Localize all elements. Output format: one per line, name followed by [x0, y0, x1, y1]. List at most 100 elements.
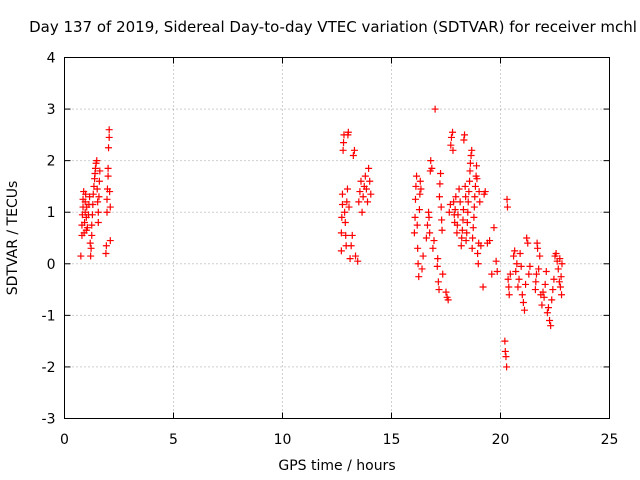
data-point — [418, 265, 426, 273]
data-point — [435, 286, 443, 294]
data-point — [469, 234, 477, 242]
data-point — [438, 226, 446, 234]
data-point — [458, 234, 466, 242]
data-point — [106, 237, 114, 245]
data-point — [513, 260, 521, 268]
data-point — [338, 190, 346, 198]
data-point — [544, 304, 552, 312]
data-point — [506, 270, 514, 278]
data-point — [473, 175, 481, 183]
data-point — [415, 206, 423, 214]
data-point — [359, 193, 367, 201]
data-point — [414, 260, 422, 268]
data-point — [510, 252, 518, 260]
data-point — [412, 182, 420, 190]
data-point — [462, 193, 470, 201]
data-point — [337, 247, 345, 255]
data-point — [434, 255, 442, 263]
data-point — [526, 262, 534, 270]
data-point — [504, 275, 512, 283]
data-point — [550, 275, 558, 283]
data-point — [86, 239, 94, 247]
data-point — [106, 188, 114, 196]
data-point — [104, 172, 112, 180]
data-point — [357, 177, 365, 185]
data-point — [81, 219, 89, 227]
data-point — [426, 229, 434, 237]
data-point — [349, 151, 357, 159]
data-point — [470, 213, 478, 221]
data-point — [459, 216, 467, 224]
data-point — [104, 164, 112, 172]
y-tick-label: 3 — [47, 102, 56, 118]
axis-ticks — [64, 57, 610, 419]
data-point — [453, 229, 461, 237]
data-point — [459, 206, 467, 214]
data-point — [361, 172, 369, 180]
data-point — [352, 252, 360, 260]
data-point — [88, 211, 96, 219]
data-point — [505, 291, 513, 299]
data-point — [88, 231, 96, 239]
data-point — [461, 182, 469, 190]
data-point — [425, 213, 433, 221]
data-point — [417, 185, 425, 193]
data-point — [430, 237, 438, 245]
data-point — [450, 198, 458, 206]
data-point — [502, 353, 510, 361]
data-point — [555, 278, 563, 286]
data-point — [465, 188, 473, 196]
data-point — [476, 198, 484, 206]
data-point — [444, 296, 452, 304]
data-point — [83, 224, 91, 232]
data-point — [492, 257, 500, 265]
data-point — [473, 162, 481, 170]
data-point — [490, 224, 498, 232]
data-point — [434, 278, 442, 286]
data-point — [461, 131, 469, 139]
data-point — [103, 208, 111, 216]
data-point — [414, 244, 422, 252]
data-point — [105, 133, 113, 141]
data-point — [520, 306, 528, 314]
data-point — [467, 151, 475, 159]
data-point — [515, 275, 523, 283]
chart-title: Day 137 of 2019, Sidereal Day-to-day VTE… — [29, 18, 637, 36]
data-point — [558, 291, 566, 299]
data-point — [429, 244, 437, 252]
data-point — [464, 208, 472, 216]
data-point — [475, 188, 483, 196]
data-point — [341, 208, 349, 216]
data-point — [431, 105, 439, 113]
data-point — [452, 193, 460, 201]
data-point — [348, 231, 356, 239]
data-point — [339, 146, 347, 154]
data-point — [557, 273, 565, 281]
data-point — [337, 229, 345, 237]
data-point — [433, 262, 441, 270]
data-point — [91, 164, 99, 172]
data-point — [93, 157, 101, 165]
data-point — [525, 270, 533, 278]
data-point — [93, 185, 101, 193]
data-point — [413, 172, 421, 180]
data-point — [428, 164, 436, 172]
y-tick-label: -1 — [42, 308, 56, 324]
data-point — [535, 265, 543, 273]
x-tick-label: 20 — [492, 432, 510, 448]
data-point — [466, 167, 474, 175]
data-point — [539, 288, 547, 296]
data-point — [524, 239, 532, 247]
data-point — [345, 203, 353, 211]
data-point — [344, 128, 352, 136]
data-point — [458, 226, 466, 234]
data-point — [512, 268, 520, 276]
data-points — [77, 105, 566, 371]
data-point — [505, 283, 513, 291]
x-tick-label: 5 — [169, 432, 178, 448]
data-point — [411, 213, 419, 221]
data-point — [554, 265, 562, 273]
data-point — [486, 237, 494, 245]
data-point — [455, 185, 463, 193]
y-tick-label: -2 — [42, 360, 56, 376]
